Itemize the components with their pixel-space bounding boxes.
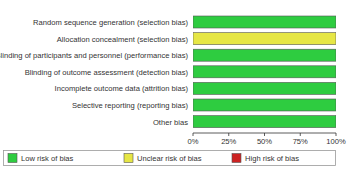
bar-segment bbox=[336, 116, 337, 128]
bar-segment bbox=[336, 66, 337, 78]
category-label: Other bias bbox=[153, 118, 188, 127]
bar-segment bbox=[193, 49, 336, 61]
bar-segment bbox=[336, 116, 337, 128]
bar-segment bbox=[193, 33, 336, 45]
x-tick-label: 25% bbox=[221, 137, 236, 146]
bar-segment bbox=[336, 66, 337, 78]
category-label: Random sequence generation (selection bi… bbox=[33, 18, 188, 27]
bar-segment bbox=[193, 16, 336, 28]
x-tick bbox=[193, 133, 194, 136]
bar-segment bbox=[336, 82, 337, 94]
category-label: Blinding of participants and personnel (… bbox=[0, 51, 188, 60]
bars bbox=[193, 16, 336, 128]
x-tick-label: 50% bbox=[257, 137, 272, 146]
category-label: Blinding of outcome assessment (detectio… bbox=[25, 68, 189, 77]
chart: Random sequence generation (selection bi… bbox=[0, 0, 350, 169]
legend-swatch bbox=[232, 154, 241, 163]
x-tick-label: 0% bbox=[188, 137, 199, 146]
bar-segment bbox=[193, 66, 336, 78]
category-label: Selective reporting (reporting bias) bbox=[72, 101, 189, 110]
x-tick bbox=[336, 133, 337, 136]
legend-box bbox=[4, 151, 336, 166]
bar-segment bbox=[336, 49, 337, 61]
bar-segment bbox=[193, 116, 336, 128]
bar-segment bbox=[193, 82, 336, 94]
category-label: Allocation concealment (selection bias) bbox=[57, 35, 189, 44]
legend-label: High risk of bias bbox=[245, 154, 299, 163]
x-tick-label: 75% bbox=[293, 137, 308, 146]
legend-swatch bbox=[124, 154, 133, 163]
bar-segment bbox=[336, 33, 337, 45]
bar-segment bbox=[336, 49, 337, 61]
x-tick bbox=[228, 133, 229, 136]
x-tick bbox=[300, 133, 301, 136]
legend-label: Low risk of bias bbox=[21, 154, 74, 163]
x-tick bbox=[264, 133, 265, 136]
x-tick-label: 100% bbox=[326, 137, 346, 146]
bar-segment bbox=[336, 99, 337, 111]
bar-segment bbox=[336, 16, 337, 28]
legend-label: Unclear risk of bias bbox=[137, 154, 202, 163]
bar-segment bbox=[193, 99, 336, 111]
category-label: Incomplete outcome data (attrition bias) bbox=[55, 84, 189, 93]
bar-segment bbox=[336, 16, 337, 28]
bar-segment bbox=[336, 82, 337, 94]
bar-segment bbox=[336, 99, 337, 111]
legend-swatch bbox=[8, 154, 17, 163]
